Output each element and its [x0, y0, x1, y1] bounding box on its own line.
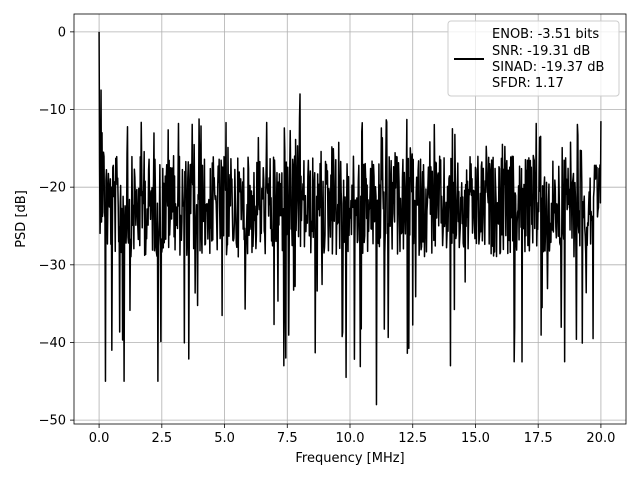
legend-sinad: SINAD: -19.37 dB: [492, 60, 604, 75]
legend-enob: ENOB: -3.51 bits: [492, 27, 599, 42]
y-tick-label: −30: [39, 258, 66, 273]
legend-sfdr: SFDR: 1.17: [492, 76, 564, 91]
series-layer: [98, 31, 602, 406]
y-tick-label: 0: [58, 25, 66, 40]
y-tick-label: −50: [39, 414, 66, 429]
x-axis-label: Frequency [MHz]: [295, 451, 404, 466]
legend: ENOB: -3.51 bits SNR: -19.31 dB SINAD: -…: [447, 20, 620, 97]
x-tick-label: 0.0: [89, 431, 110, 446]
x-tick-label: 12.5: [398, 431, 427, 446]
x-tick-label: 5.0: [214, 431, 235, 446]
x-ticks: 0.0 2.5 5.0 7.5 10.0 12.5 15.0 17.5 20.0: [89, 424, 615, 446]
y-ticks: 0 −10 −20 −30 −40 −50: [39, 25, 74, 429]
y-tick-label: −20: [39, 181, 66, 196]
x-tick-label: 17.5: [524, 431, 553, 446]
legend-snr: SNR: -19.31 dB: [492, 44, 590, 59]
legend-box: [447, 20, 620, 97]
x-tick-label: 2.5: [151, 431, 172, 446]
x-tick-label: 20.0: [586, 431, 615, 446]
x-tick-label: 15.0: [461, 431, 490, 446]
y-axis-label: PSD [dB]: [14, 190, 29, 248]
y-tick-label: −40: [39, 336, 66, 351]
y-tick-label: −10: [39, 103, 66, 118]
x-tick-label: 10.0: [336, 431, 365, 446]
x-tick-label: 7.5: [277, 431, 298, 446]
psd-series-line: [98, 31, 602, 406]
